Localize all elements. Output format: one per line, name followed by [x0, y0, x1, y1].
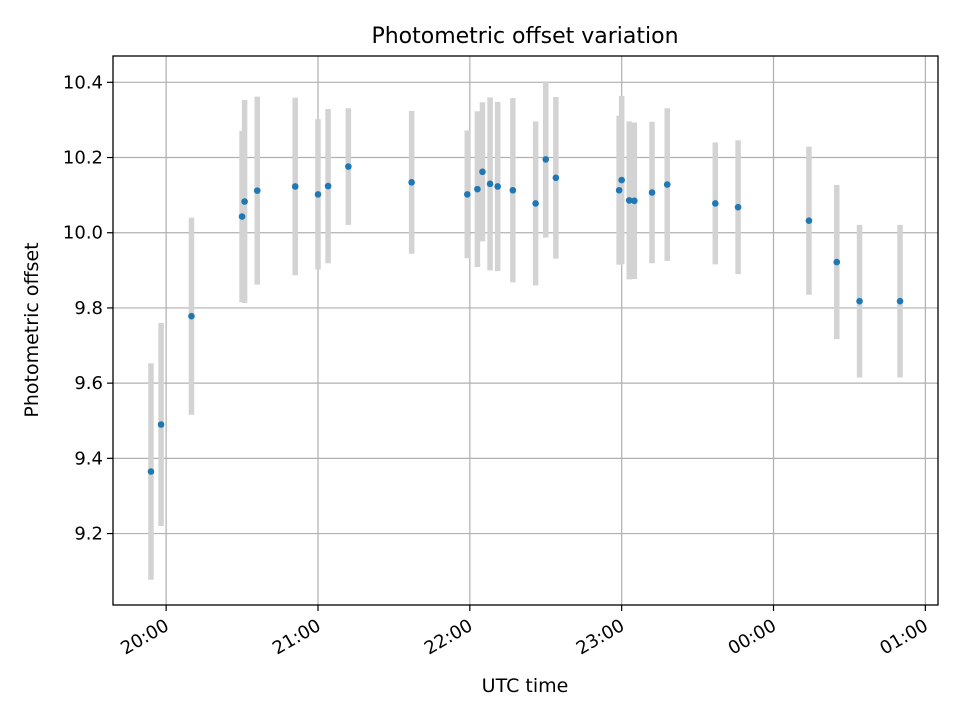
data-point	[486, 180, 494, 188]
data-point	[509, 186, 517, 194]
data-point	[618, 176, 625, 184]
data-point	[291, 183, 299, 190]
data-point	[896, 297, 904, 305]
data-point	[663, 181, 671, 188]
y-tick-label: 9.2	[74, 524, 103, 545]
data-point	[856, 297, 863, 305]
data-point	[494, 183, 501, 190]
x-axis-label: UTC time	[482, 675, 569, 697]
data-point	[648, 189, 656, 196]
data-point	[474, 185, 481, 193]
data-point	[631, 197, 638, 205]
y-axis-ticks: 9.2 9.4 9.6 9.8 10.0 10.2 10.4	[63, 72, 113, 545]
chart-title: Photometric offset variation	[371, 24, 678, 49]
data-point	[542, 156, 550, 163]
y-axis-label: Photometric offset	[21, 242, 43, 417]
plot-frame	[112, 55, 939, 606]
data-point	[238, 213, 246, 220]
data-point	[324, 182, 332, 190]
data-point	[625, 197, 633, 204]
y-tick-label: 9.8	[74, 298, 103, 319]
data-point	[712, 200, 719, 207]
data-points	[147, 156, 904, 475]
data-point	[188, 312, 195, 320]
data-point	[532, 200, 539, 207]
y-tick-label: 9.4	[74, 448, 103, 469]
y-tick-label: 10.0	[63, 223, 103, 244]
data-point	[157, 421, 165, 428]
data-point	[833, 258, 841, 266]
data-point	[463, 191, 471, 198]
data-point	[734, 203, 742, 211]
y-tick-label: 10.2	[63, 148, 103, 169]
data-point	[241, 198, 248, 205]
data-point	[408, 179, 415, 186]
data-point	[314, 191, 322, 198]
data-point	[345, 163, 352, 170]
y-tick-label: 9.6	[74, 373, 103, 394]
data-point	[147, 468, 155, 475]
data-point	[253, 187, 261, 194]
y-tick-label: 10.4	[63, 72, 103, 93]
data-point	[615, 186, 623, 194]
data-point	[552, 174, 560, 182]
data-point	[479, 168, 486, 176]
data-point	[805, 217, 813, 224]
